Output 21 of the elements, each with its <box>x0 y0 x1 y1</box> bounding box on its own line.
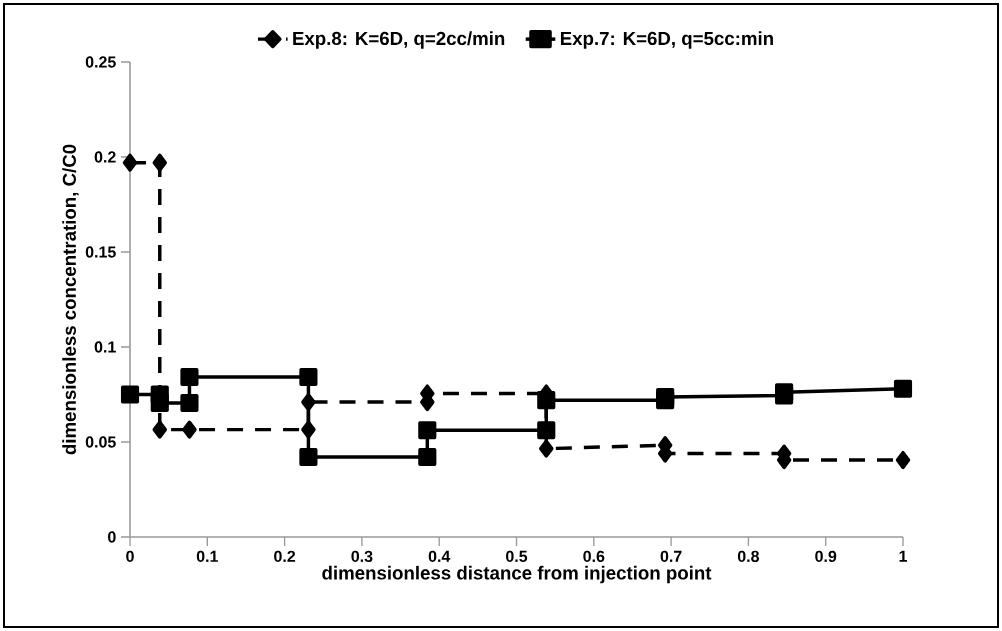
x-tick-label: 0.6 <box>583 550 605 563</box>
x-tick-label: 0.8 <box>737 550 760 563</box>
y-tick-label: 0.25 <box>85 56 116 68</box>
x-axis-title: dimensionless distance from injection point <box>322 565 712 584</box>
y-tick-label: 0.05 <box>85 436 116 448</box>
x-tick-label: 0.2 <box>274 550 296 563</box>
x-tick-label: 1 <box>899 550 907 562</box>
legend-label: Exp.8: K=6D, q=2cc/min <box>293 31 505 49</box>
y-tick-label: 0.15 <box>85 246 116 258</box>
y-tick-label: 0.2 <box>94 151 116 163</box>
x-tick-label: 0 <box>126 550 134 563</box>
x-tick-label: 0.3 <box>351 550 373 563</box>
y-tick-label: 0.1 <box>94 341 116 353</box>
x-tick-label: 0.7 <box>660 550 682 563</box>
y-axis-title: dimensionless concentration, C/C0 <box>62 144 79 455</box>
x-tick-label: 0.1 <box>196 550 218 563</box>
x-tick-label: 0.4 <box>428 550 451 563</box>
legend-label: Exp.7: K=6D, q=5cc:min <box>560 31 773 49</box>
y-tick-label: 0 <box>108 531 116 543</box>
x-tick-label: 0.9 <box>815 550 837 563</box>
x-tick-label: 0.5 <box>506 550 528 563</box>
